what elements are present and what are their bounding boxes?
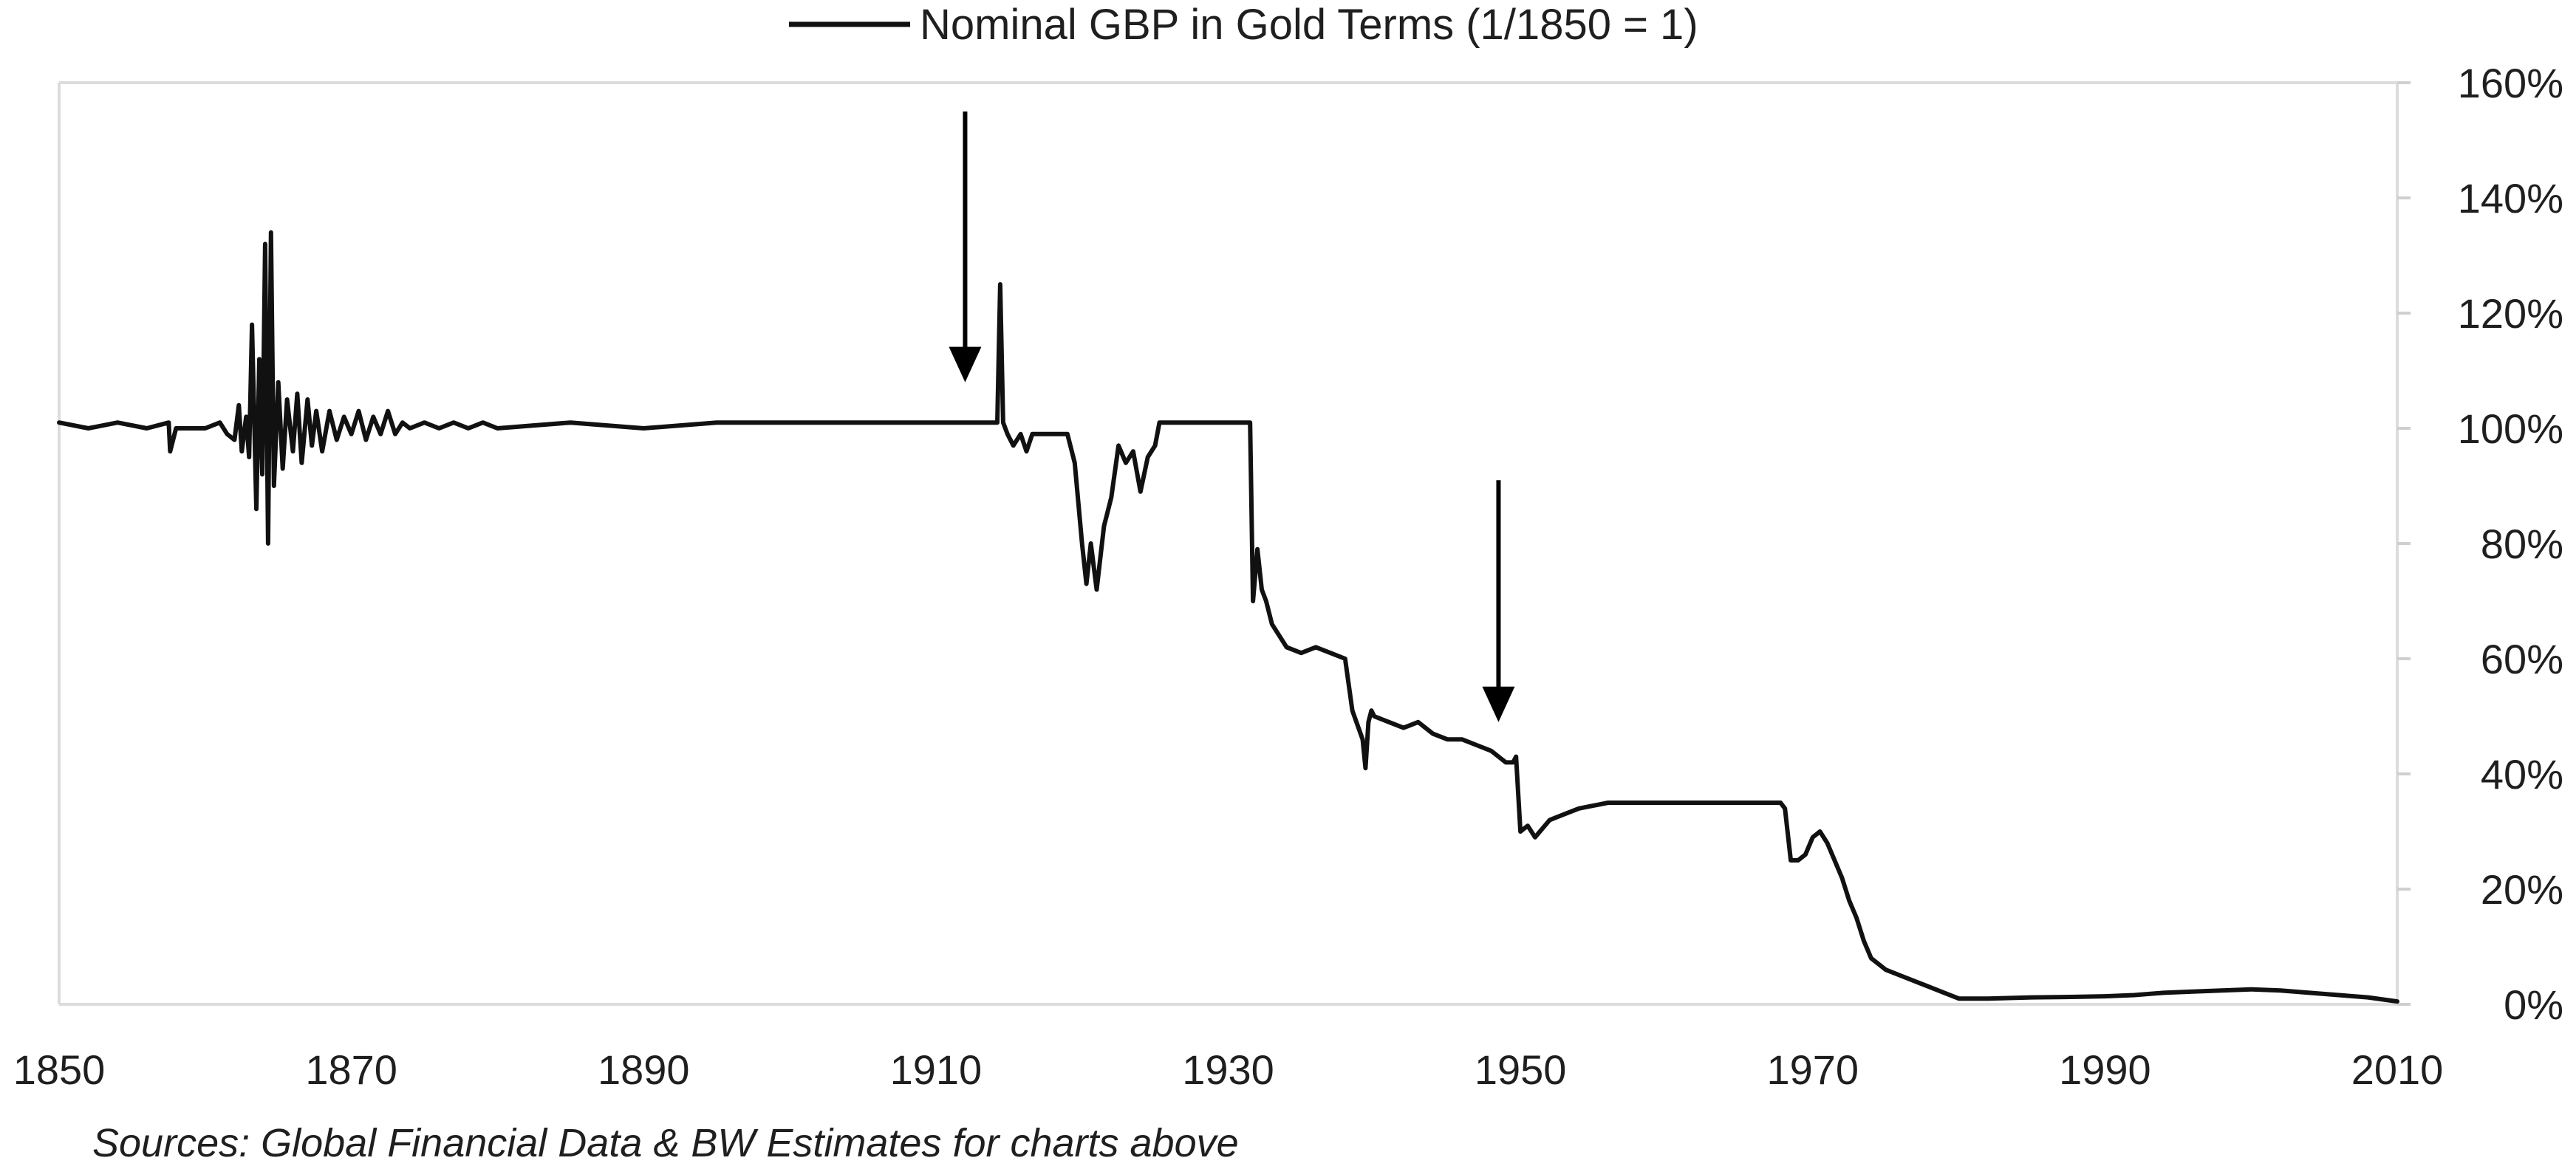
y-tick-label: 60% (2481, 636, 2563, 682)
annotations (949, 112, 1515, 722)
y-tick-label: 120% (2458, 290, 2563, 337)
y-tick-label: 100% (2458, 405, 2563, 452)
x-tick-label: 1950 (1475, 1046, 1567, 1093)
x-tick-label: 1890 (598, 1046, 690, 1093)
source-note: Sources: Global Financial Data & BW Esti… (92, 1121, 1239, 1165)
x-axis: 1850 1870 1890 1910 1930 1950 1970 1990 2010 (13, 1046, 2444, 1093)
y-axis: 0% 20% 40% 60% 80% 100% 120% 140% 160% (2397, 60, 2563, 1028)
annotation-arrow-head (1482, 686, 1515, 722)
x-tick-label: 1870 (305, 1046, 397, 1093)
x-tick-label: 1930 (1182, 1046, 1274, 1093)
series-layer (57, 230, 2399, 1004)
y-tick-label: 160% (2458, 60, 2563, 106)
x-tick-label: 2010 (2351, 1046, 2444, 1093)
x-tick-label: 1850 (13, 1046, 106, 1093)
y-tick-label: 140% (2458, 175, 2563, 222)
series-line (57, 230, 2399, 1004)
y-tick-label: 20% (2481, 866, 2563, 913)
annotation-arrow-head (949, 346, 982, 383)
legend: Nominal GBP in Gold Terms (1/1850 = 1) (789, 1, 1698, 49)
x-tick-label: 1910 (890, 1046, 983, 1093)
y-tick-label: 0% (2504, 981, 2563, 1028)
y-tick-label: 80% (2481, 521, 2563, 567)
x-tick-label: 1990 (2059, 1046, 2151, 1093)
x-tick-label: 1970 (1766, 1046, 1859, 1093)
legend-label: Nominal GBP in Gold Terms (1/1850 = 1) (920, 1, 1698, 49)
y-tick-label: 40% (2481, 751, 2563, 798)
plot-frame (58, 81, 2399, 1006)
